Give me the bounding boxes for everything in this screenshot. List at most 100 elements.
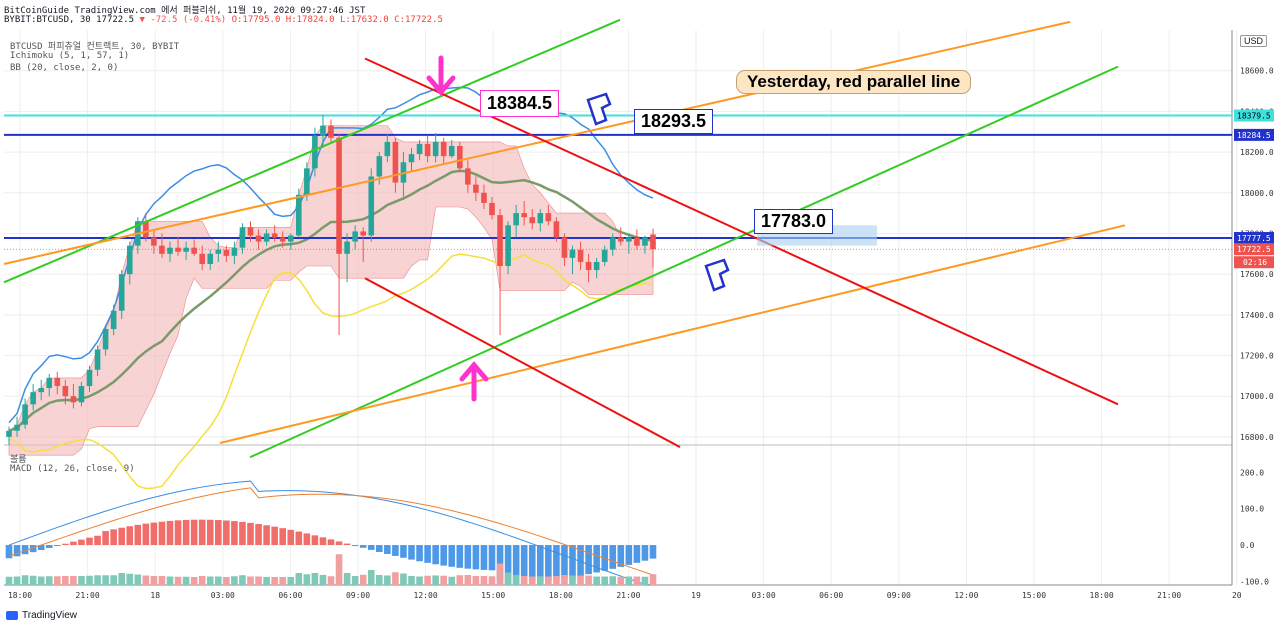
volume-bar xyxy=(376,575,383,585)
candle-body xyxy=(328,125,334,138)
volume-bar xyxy=(190,577,198,585)
volume-bar xyxy=(609,576,617,585)
macd-bar xyxy=(601,545,608,571)
macd-bar xyxy=(625,545,633,565)
candle-body xyxy=(54,377,61,387)
candle-body xyxy=(352,231,358,242)
pointer-hand-icon-2-shape xyxy=(704,258,730,292)
price-label: 18379.5 xyxy=(1237,112,1271,121)
volume-bar xyxy=(593,576,600,585)
macd-bar xyxy=(327,539,335,546)
volume-bar xyxy=(54,576,61,585)
candle-body xyxy=(457,145,463,169)
currency-button[interactable]: USD xyxy=(1240,35,1268,47)
volume-bar xyxy=(480,576,488,585)
bb-legend: BB (20, close, 2, 0) xyxy=(10,63,119,73)
macd-bar xyxy=(86,537,93,546)
volume-bar xyxy=(351,576,359,585)
macd-bar xyxy=(303,533,311,546)
volume-bar xyxy=(649,574,657,585)
candle-body xyxy=(440,141,447,157)
second-high-callout[interactable]: 18293.5 xyxy=(634,109,714,134)
footer-label: TradingView xyxy=(22,610,78,621)
candle-body xyxy=(215,249,222,254)
macd-bar xyxy=(537,545,544,582)
macd-bar xyxy=(158,521,166,546)
candle-body xyxy=(312,135,318,169)
time-tick-label: 06:00 xyxy=(278,591,302,600)
candle-body xyxy=(497,215,503,266)
volume-bar xyxy=(142,575,150,585)
volume-bar xyxy=(408,576,415,585)
candle-body xyxy=(62,386,69,397)
volume-bar xyxy=(359,574,367,585)
candle-body xyxy=(416,143,423,155)
macd-bar xyxy=(215,520,222,546)
price-tick-label: 17200.0 xyxy=(1240,352,1274,361)
macd-bar xyxy=(279,528,286,546)
macd-bar xyxy=(649,545,657,559)
candle-body xyxy=(279,237,286,242)
last-price-callout[interactable]: 17783.0 xyxy=(754,209,834,234)
candle-body xyxy=(384,141,391,157)
macd-bar xyxy=(78,539,85,546)
candle-body xyxy=(110,310,117,330)
tradingview-logo[interactable]: TradingView xyxy=(6,610,77,621)
candle-body xyxy=(376,156,383,177)
macd-line xyxy=(8,480,654,586)
candle-body xyxy=(207,253,214,264)
macd-bar xyxy=(456,545,464,568)
volume-bar xyxy=(440,575,447,585)
signal-line xyxy=(8,487,654,576)
time-tick-label: 21:00 xyxy=(616,591,640,600)
macd-bar xyxy=(190,519,198,546)
candle-body xyxy=(231,247,238,256)
candle-body xyxy=(336,137,342,254)
high-price-callout[interactable]: 18384.5 xyxy=(480,90,560,117)
macd-bar xyxy=(424,545,431,563)
trend-line-green xyxy=(249,65,1119,459)
ohlc-values: O:17795.0 H:17824.0 L:17632.0 C:17722.5 xyxy=(231,15,443,25)
macd-bar xyxy=(287,529,295,546)
time-tick-label: 06:00 xyxy=(819,591,843,600)
volume-bar xyxy=(585,575,592,585)
volume-bar xyxy=(198,576,206,585)
candle-body xyxy=(593,261,600,271)
candle-body xyxy=(151,237,157,246)
macd-tick-label: 100.0 xyxy=(1240,505,1264,514)
volume-bar xyxy=(617,576,625,585)
volume-bar xyxy=(569,575,576,585)
candle-body xyxy=(38,388,44,393)
volume-bars xyxy=(5,554,657,585)
macd-bar xyxy=(577,545,584,576)
macd-bar xyxy=(464,545,472,569)
candle-body xyxy=(78,386,85,403)
time-tick-label: 03:00 xyxy=(752,591,776,600)
macd-bar xyxy=(239,521,246,546)
volume-bar xyxy=(319,574,327,585)
candle-body xyxy=(247,227,254,236)
time-tick-label: 20 xyxy=(1232,591,1242,600)
chart-header-line1: BitCoinGuide TradingView.com 에서 퍼블리쉬, 11… xyxy=(4,6,366,16)
candle-body xyxy=(46,377,53,389)
candle-body xyxy=(465,168,471,185)
volume-bar xyxy=(62,576,69,585)
macd-tick-label: 200.0 xyxy=(1240,468,1264,477)
volume-bar xyxy=(134,574,142,585)
candle-body xyxy=(86,369,93,387)
candle-body xyxy=(287,235,294,242)
volume-bar xyxy=(150,576,158,585)
price-label-bg xyxy=(1234,109,1274,122)
candle-body xyxy=(577,249,584,262)
note-callout[interactable]: Yesterday, red parallel line xyxy=(736,70,972,94)
volume-bar xyxy=(271,577,278,585)
volume-bar xyxy=(561,575,568,585)
macd-bar xyxy=(110,529,117,546)
volume-bar xyxy=(384,575,391,585)
pointer-hand-icon-2 xyxy=(704,258,730,292)
macd-bar xyxy=(528,545,536,583)
volume-bar xyxy=(118,573,125,585)
macd-bar xyxy=(255,524,262,546)
ichimoku-legend: Ichimoku (5, 1, 57, 1) xyxy=(10,51,130,61)
